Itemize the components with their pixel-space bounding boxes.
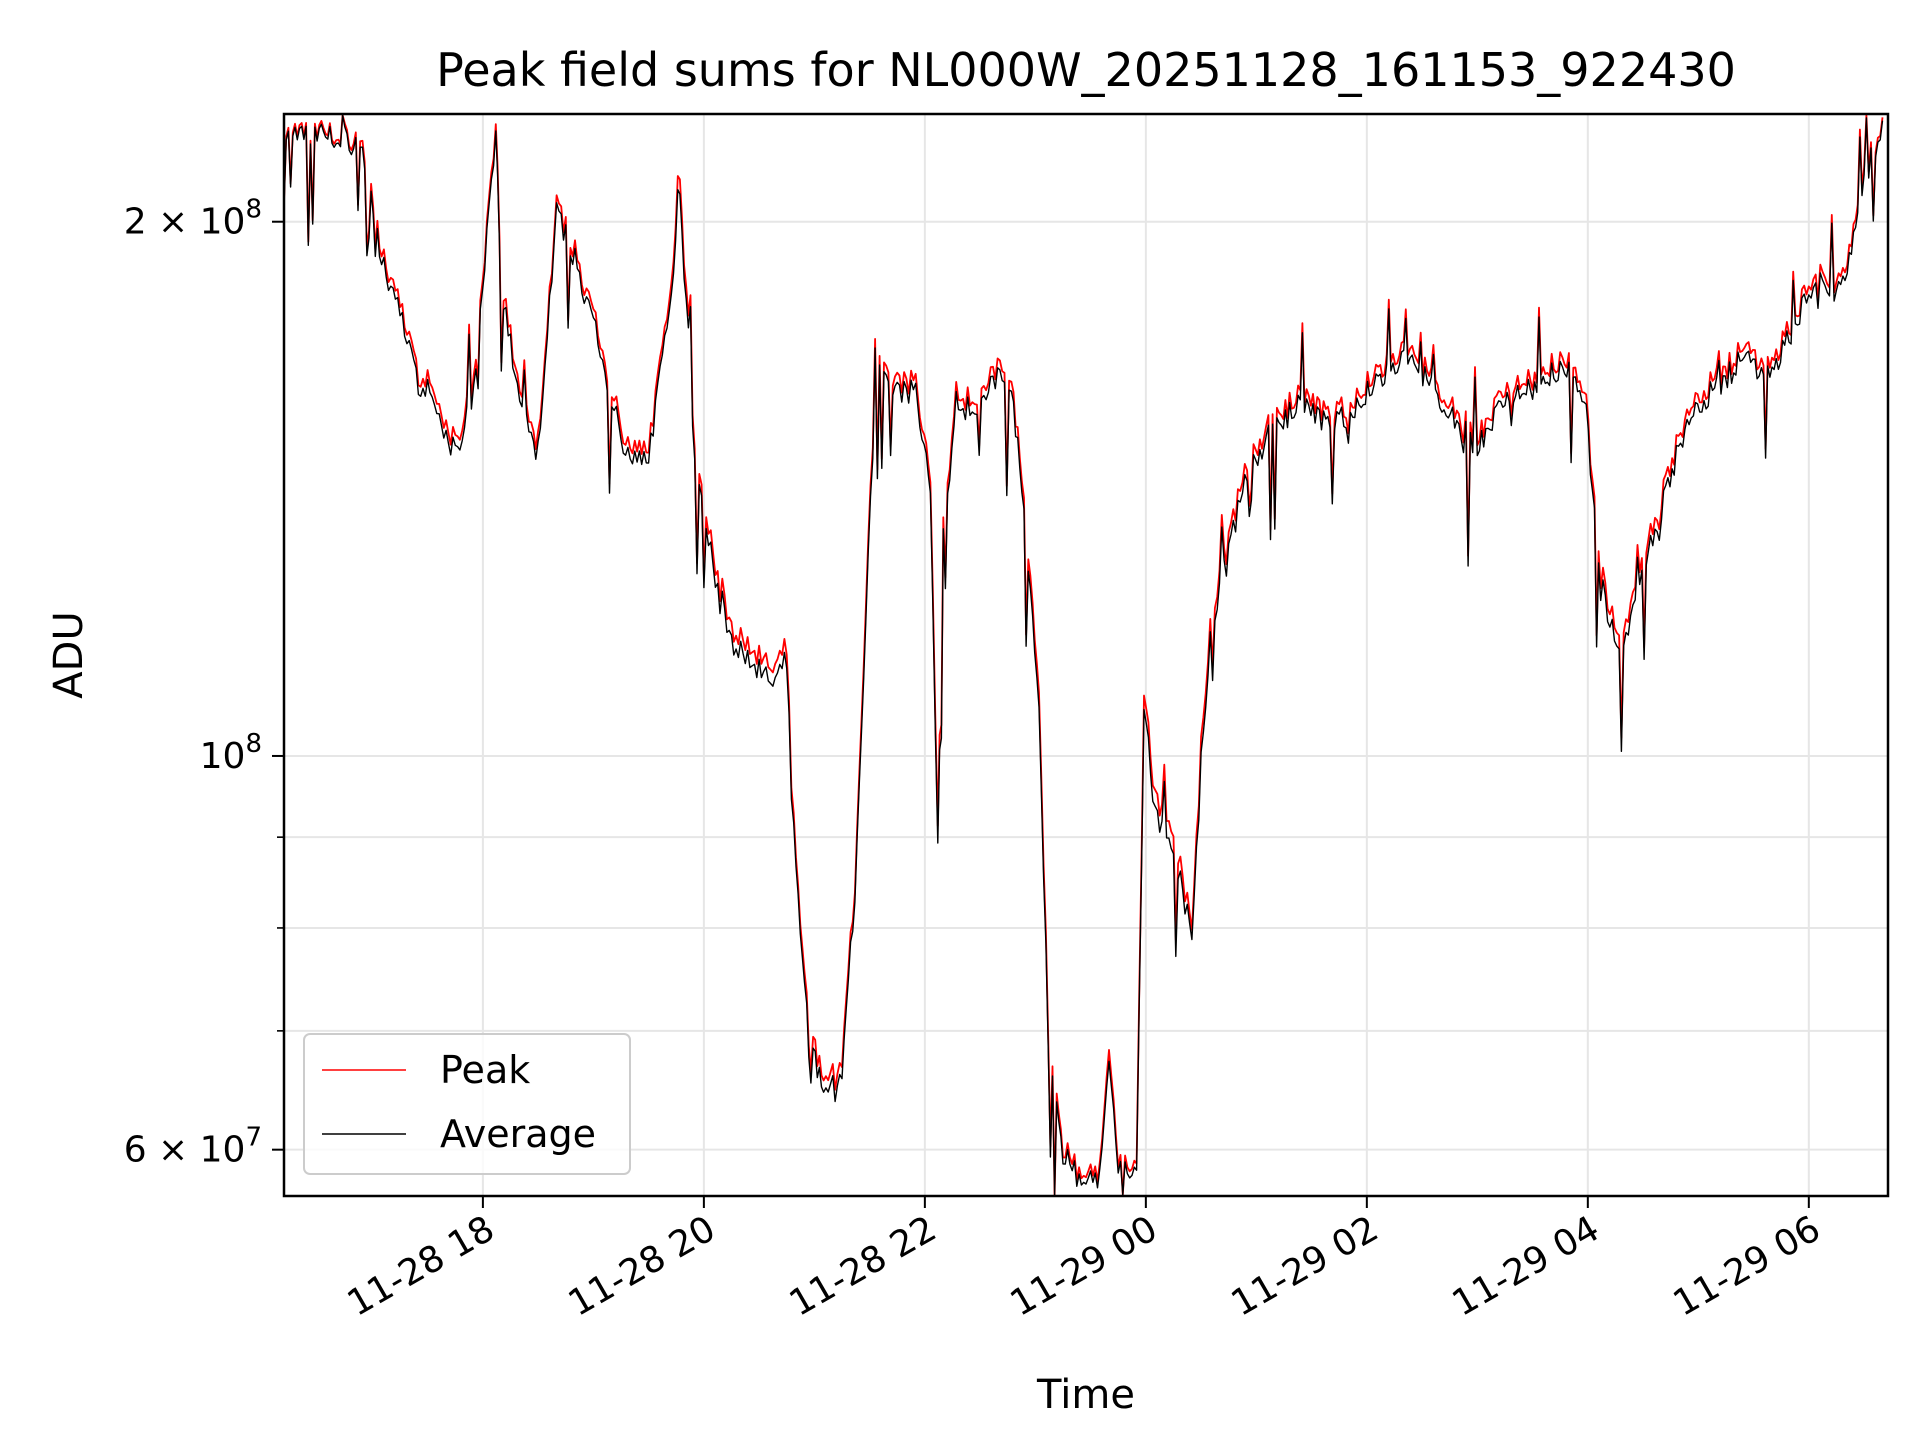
y-tick-label: 6 × 107 bbox=[124, 1123, 262, 1171]
y-tick-label: 108 bbox=[200, 729, 262, 777]
legend-label-average: Average bbox=[440, 1112, 596, 1156]
chart-title: Peak field sums for NL000W_20251128_1611… bbox=[436, 43, 1736, 97]
legend: Peak Average bbox=[303, 1033, 631, 1175]
plot-frame bbox=[282, 112, 1890, 1198]
x-axis-label: Time bbox=[1036, 1372, 1135, 1418]
y-axis-label: ADU bbox=[46, 611, 92, 698]
series-line-average bbox=[283, 114, 1884, 1196]
y-axis-ticks: 2 × 108 108 6 × 107 bbox=[124, 195, 284, 1171]
y-tick-label: 2 × 108 bbox=[124, 195, 262, 243]
grid-lines bbox=[284, 114, 1888, 1196]
legend-label-peak: Peak bbox=[440, 1048, 530, 1092]
series-lines bbox=[283, 114, 1884, 1196]
legend-box bbox=[303, 1033, 631, 1175]
